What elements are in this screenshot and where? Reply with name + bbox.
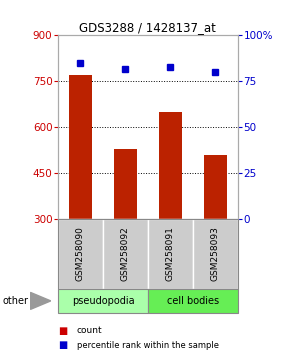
Text: ■: ■ bbox=[58, 326, 67, 336]
Bar bbox=[58, 289, 148, 313]
Text: other: other bbox=[3, 296, 29, 306]
Text: GSM258093: GSM258093 bbox=[211, 227, 220, 281]
Title: GDS3288 / 1428137_at: GDS3288 / 1428137_at bbox=[79, 21, 216, 34]
Polygon shape bbox=[30, 292, 51, 309]
Text: ■: ■ bbox=[58, 340, 67, 350]
Bar bbox=[114, 149, 137, 219]
Bar bbox=[58, 219, 103, 289]
Bar bbox=[193, 219, 238, 289]
Bar bbox=[204, 155, 226, 219]
Text: count: count bbox=[77, 326, 102, 336]
Text: GSM258092: GSM258092 bbox=[121, 227, 130, 281]
Text: percentile rank within the sample: percentile rank within the sample bbox=[77, 341, 219, 350]
Bar bbox=[103, 219, 148, 289]
Bar bbox=[69, 75, 92, 219]
Text: pseudopodia: pseudopodia bbox=[72, 296, 134, 306]
Bar bbox=[148, 289, 238, 313]
Text: cell bodies: cell bodies bbox=[167, 296, 219, 306]
Bar bbox=[159, 112, 182, 219]
Text: GSM258091: GSM258091 bbox=[166, 227, 175, 281]
Text: GSM258090: GSM258090 bbox=[76, 227, 85, 281]
Bar bbox=[148, 219, 193, 289]
